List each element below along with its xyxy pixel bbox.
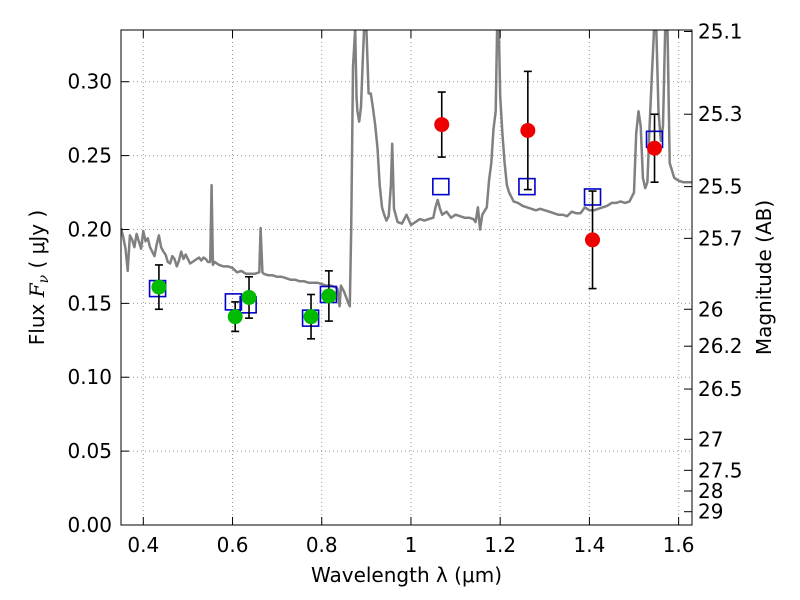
y-axis-label: Flux Fν ( μJy ) — [25, 210, 52, 345]
red-data-point — [585, 232, 601, 248]
y-tick-label: 0.10 — [67, 365, 112, 389]
green-data-point — [151, 279, 167, 295]
right-tick-label: 27.5 — [698, 458, 743, 482]
x-tick-label: 1 — [405, 533, 418, 557]
right-tick-label: 25.1 — [698, 19, 743, 43]
y-axis-label-subscript: ν — [36, 274, 52, 283]
green-data-point — [241, 289, 257, 305]
y-axis-label-text: Flux — [25, 297, 49, 345]
x-tick-label: 0.8 — [306, 533, 338, 557]
red-data-point — [520, 122, 536, 138]
right-axis-label: Magnitude (AB) — [752, 200, 776, 355]
model-square — [432, 177, 450, 196]
grid — [121, 30, 692, 526]
y-tick-label: 0.20 — [67, 217, 112, 241]
x-tick-label: 1.6 — [663, 533, 695, 557]
right-tick-label: 26.5 — [698, 377, 743, 401]
right-tick-label: 25.5 — [698, 175, 743, 199]
green-data-point — [227, 309, 243, 325]
right-tick-label: 25.7 — [698, 226, 743, 250]
y-tick-label: 0.00 — [67, 513, 112, 537]
x-tick-label: 0.4 — [127, 533, 159, 557]
right-tick-label: 28 — [698, 479, 723, 503]
right-tick-label: 25.3 — [698, 102, 743, 126]
right-tick-label: 29 — [698, 500, 723, 524]
observed-points — [151, 70, 663, 340]
spectrum-line — [121, 30, 692, 308]
green-data-point — [303, 309, 319, 325]
y-axis-label-symbol: F — [25, 282, 49, 298]
green-data-point — [321, 288, 337, 304]
y-tick-label: 0.15 — [67, 291, 112, 315]
model-points — [148, 130, 664, 327]
axis-ticks: 0.4 0.6 0.8 1 1.2 1.4 1.6 0.00 0.05 0.10 0.15 0.20 0… — [67, 19, 742, 557]
red-data-point — [434, 117, 450, 133]
y-tick-label: 0.05 — [67, 439, 112, 463]
x-tick-label: 1.2 — [484, 533, 516, 557]
y-tick-label: 0.30 — [67, 70, 112, 94]
plot-frame — [120, 29, 693, 526]
model-square — [518, 177, 536, 196]
spectrum — [121, 30, 692, 308]
right-tick-label: 26 — [698, 297, 723, 321]
red-data-point — [647, 140, 663, 156]
y-tick-label: 0.25 — [67, 144, 112, 168]
x-axis-label: Wavelength λ (μm) — [311, 563, 502, 587]
x-tick-label: 0.6 — [217, 533, 249, 557]
right-tick-label: 26.2 — [698, 334, 743, 358]
x-tick-label: 1.4 — [573, 533, 605, 557]
y-axis-label-unit: ( μJy ) — [25, 210, 49, 275]
right-tick-label: 27 — [698, 427, 723, 451]
